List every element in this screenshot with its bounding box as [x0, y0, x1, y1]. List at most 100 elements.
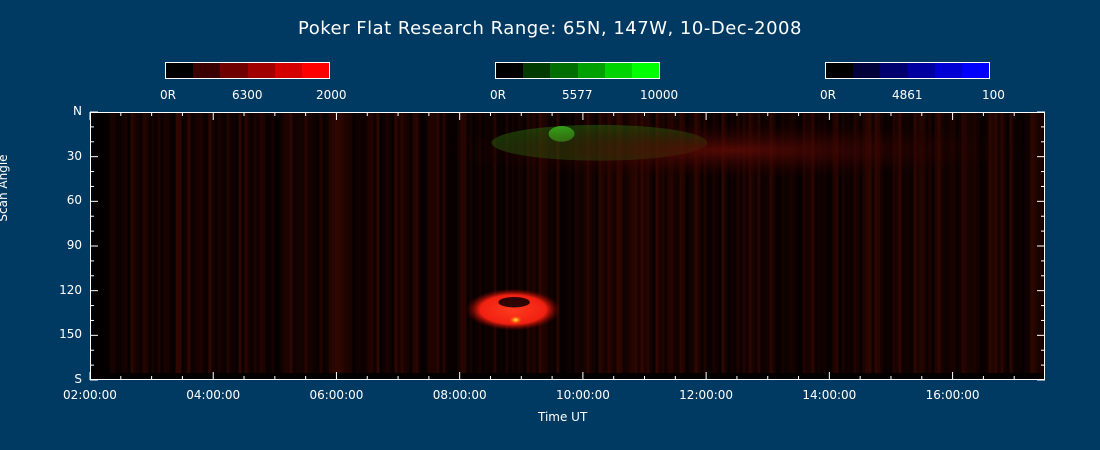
keogram-column [460, 113, 464, 373]
keogram-column [553, 113, 557, 373]
colorbar-green-segment [631, 63, 660, 78]
keogram-column [367, 113, 371, 373]
keogram-column [472, 113, 476, 373]
keogram-column [859, 113, 863, 373]
keogram-column [601, 113, 605, 373]
keogram-column [664, 113, 668, 373]
keogram-column [238, 113, 242, 373]
y-tick-label: 60 [66, 193, 82, 208]
keogram-column [1024, 113, 1028, 373]
keogram-column [487, 113, 491, 373]
keogram-column [619, 113, 623, 373]
colorbar-green-mid-label: 5577 [562, 88, 593, 102]
keogram-column [781, 113, 785, 373]
keogram-column [724, 113, 728, 373]
keogram-column [505, 113, 509, 373]
keogram-column [1021, 113, 1025, 373]
keogram-column [142, 113, 146, 373]
keogram-column [628, 113, 632, 373]
keogram-column [970, 113, 974, 373]
y-tick-label: S [74, 372, 82, 386]
keogram-column [466, 113, 470, 373]
keogram-column [172, 113, 176, 373]
keogram-column [589, 113, 593, 373]
keogram-column [949, 113, 953, 373]
keogram-column [775, 113, 779, 373]
keogram-column [706, 113, 710, 373]
keogram-column [844, 113, 848, 373]
keogram-column [247, 113, 251, 373]
keogram-column [523, 113, 527, 373]
keogram-column [292, 113, 296, 373]
keogram-column [340, 113, 344, 373]
keogram-column [196, 113, 200, 373]
keogram-column [241, 113, 245, 373]
keogram-column [244, 113, 248, 373]
keogram-column [331, 113, 335, 373]
keogram-column [733, 113, 737, 373]
keogram-column [997, 113, 1001, 373]
keogram-column [517, 113, 521, 373]
keogram-column [580, 113, 584, 373]
keogram-column [397, 113, 401, 373]
keogram-column [757, 113, 761, 373]
keogram-column [796, 113, 800, 373]
keogram-column [370, 113, 374, 373]
keogram-column [547, 113, 551, 373]
keogram-column [808, 113, 812, 373]
keogram-column [493, 113, 497, 373]
keogram-column [955, 113, 959, 373]
keogram-column [880, 113, 884, 373]
keogram-column [193, 113, 197, 373]
colorbar-green-left-label: 0R [490, 88, 506, 102]
keogram-column [253, 113, 257, 373]
colorbar-blue-right-label: 100 [982, 88, 1005, 102]
keogram-column [118, 113, 122, 373]
x-axis-title: Time UT [538, 410, 588, 424]
keogram-column [856, 113, 860, 373]
colorbar-red-segment [193, 63, 221, 78]
keogram-column [745, 113, 749, 373]
keogram-plot [90, 112, 1045, 380]
keogram-column [388, 113, 392, 373]
keogram-column [577, 113, 581, 373]
keogram-column [709, 113, 713, 373]
colorbar-red-segment [247, 63, 275, 78]
keogram-column [133, 113, 137, 373]
keogram-column [418, 113, 422, 373]
keogram-column [769, 113, 773, 373]
keogram-column [151, 113, 155, 373]
y-tick-label: 30 [66, 148, 82, 163]
keogram-column [145, 113, 149, 373]
keogram-column [220, 113, 224, 373]
keogram-column [847, 113, 851, 373]
keogram-column [433, 113, 437, 373]
keogram-column [136, 113, 140, 373]
keogram-column [919, 113, 923, 373]
keogram-column [205, 113, 209, 373]
keogram-column [772, 113, 776, 373]
keogram-column [739, 113, 743, 373]
keogram-column [862, 113, 866, 373]
keogram-column [610, 113, 614, 373]
x-tick-label: 16:00:00 [925, 388, 980, 402]
keogram-column [622, 113, 626, 373]
keogram-column [412, 113, 416, 373]
keogram-column [817, 113, 821, 373]
keogram-column [760, 113, 764, 373]
keogram-column [787, 113, 791, 373]
keogram-column [649, 113, 653, 373]
keogram-column [730, 113, 734, 373]
keogram-column [541, 113, 545, 373]
keogram-column [532, 113, 536, 373]
keogram-column [715, 113, 719, 373]
keogram-column [511, 113, 515, 373]
keogram-column [403, 113, 407, 373]
keogram-column [826, 113, 830, 373]
keogram-column [208, 113, 212, 373]
keogram-column [229, 113, 233, 373]
keogram-column [394, 113, 398, 373]
keogram-column [961, 113, 965, 373]
keogram-column [361, 113, 365, 373]
colorbar-green-segment [550, 63, 578, 78]
